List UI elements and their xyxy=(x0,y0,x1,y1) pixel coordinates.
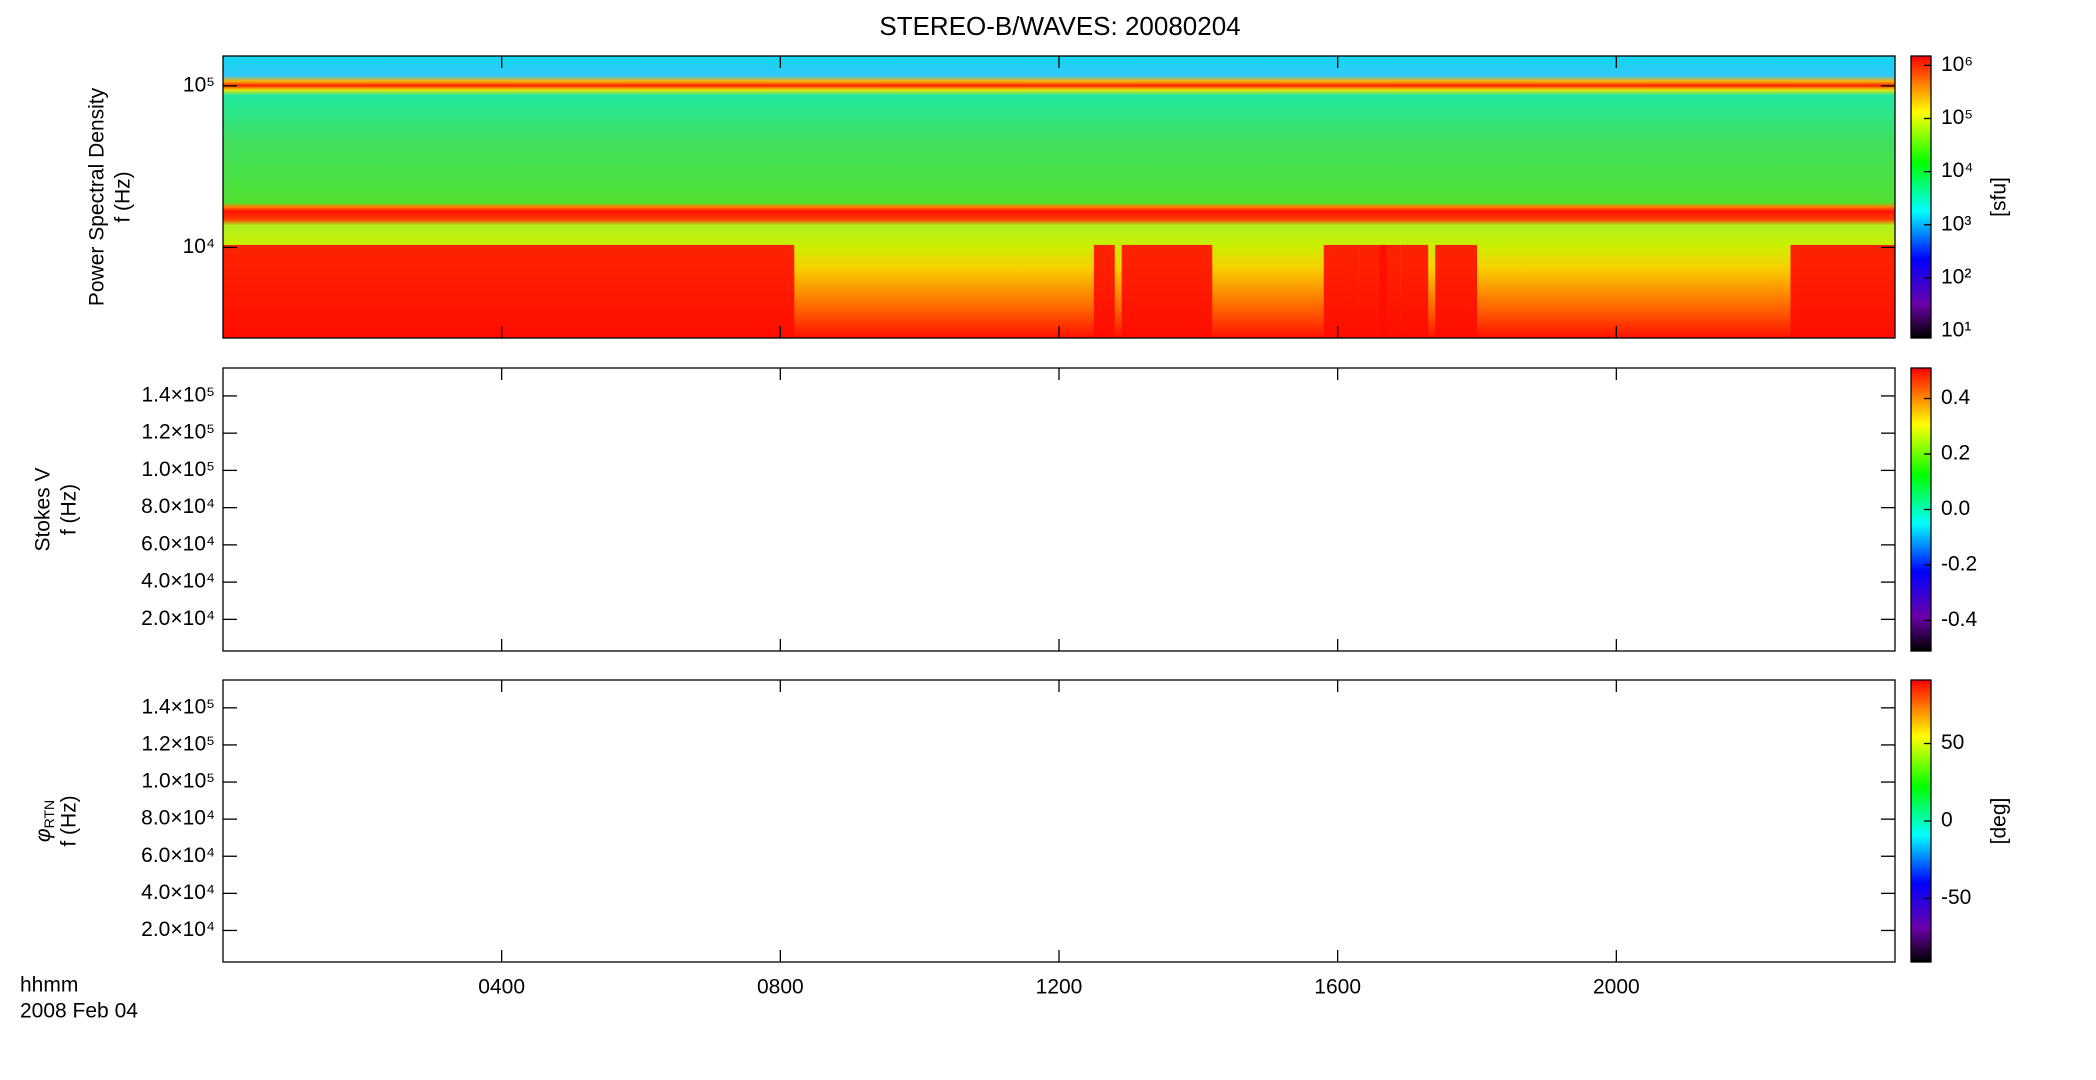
y-tick-label: 2.0×10⁴ xyxy=(141,607,215,630)
x-tick-label: 2000 xyxy=(1593,976,1640,999)
colorbar-tick-label: 0.2 xyxy=(1941,442,1970,465)
colorbar-tick-label: 0.0 xyxy=(1941,497,1970,520)
y-axis-unit: f (Hz) xyxy=(58,484,81,535)
plot-frame xyxy=(222,367,1896,652)
colorbar-tick-label: 50 xyxy=(1941,731,1964,754)
spectrogram-patch xyxy=(1093,244,1115,338)
spectrogram-patch xyxy=(1435,244,1477,338)
colorbar-label: [deg] xyxy=(1988,798,2011,845)
x-tick-label: 0400 xyxy=(478,976,525,999)
spectrogram-patch xyxy=(1400,244,1429,338)
y-axis-label: φRTN xyxy=(32,800,57,842)
y-tick-label: 1.2×10⁵ xyxy=(141,421,215,444)
y-axis-label-symbol: φ xyxy=(32,828,55,842)
figure-title: STEREO-B/WAVES: 20080204 xyxy=(879,11,1240,41)
y-tick-label: 10⁵ xyxy=(183,73,215,96)
spectrogram-patch xyxy=(1358,244,1401,338)
colorbar-tick-label: 10⁴ xyxy=(1941,159,1973,182)
y-tick-label: 1.0×10⁵ xyxy=(141,770,215,793)
x-tick-label: 0800 xyxy=(757,976,804,999)
spectrogram-patch xyxy=(1790,244,1895,338)
y-tick-label: 1.4×10⁵ xyxy=(141,383,215,406)
x-axis-date: 2008 Feb 04 xyxy=(20,1000,138,1023)
spectrogram-patch xyxy=(223,244,795,338)
colorbar xyxy=(1910,55,1932,339)
colorbar-tick-label: 10⁵ xyxy=(1941,106,1973,129)
y-tick-label: 6.0×10⁴ xyxy=(141,532,215,555)
y-axis-unit: f (Hz) xyxy=(112,171,135,222)
y-tick-label: 8.0×10⁴ xyxy=(141,495,215,518)
colorbar-tick-label: -0.2 xyxy=(1941,553,1977,576)
spectrogram-patch xyxy=(1121,244,1213,338)
x-axis-label: hhmm xyxy=(20,974,78,997)
colorbar-label: [sfu] xyxy=(1988,177,2011,217)
colorbar-tick-label: 10⁶ xyxy=(1941,53,1973,76)
y-tick-label: 6.0×10⁴ xyxy=(141,844,215,867)
y-axis-unit: f (Hz) xyxy=(58,795,81,846)
y-tick-label: 8.0×10⁴ xyxy=(141,807,215,830)
colorbar-tick-label: 10³ xyxy=(1941,212,1971,235)
y-axis-label-subscript: RTN xyxy=(41,800,57,829)
x-tick-label: 1600 xyxy=(1314,976,1361,999)
colorbar-tick-label: 10¹ xyxy=(1941,319,1971,342)
y-axis-label: Power Spectral Density xyxy=(86,87,109,306)
colorbar-tick-label: -50 xyxy=(1941,886,1971,909)
colorbar-tick-label: 10² xyxy=(1941,265,1971,288)
spectrogram-patch xyxy=(1323,244,1359,338)
y-tick-label: 4.0×10⁴ xyxy=(141,570,215,593)
y-tick-label: 1.2×10⁵ xyxy=(141,732,215,755)
colorbar-tick-label: 0.4 xyxy=(1941,386,1971,409)
y-tick-label: 10⁴ xyxy=(183,235,215,258)
y-tick-label: 4.0×10⁴ xyxy=(141,881,215,904)
colorbar-tick-label: 0 xyxy=(1941,809,1953,832)
y-tick-label: 2.0×10⁴ xyxy=(141,918,215,941)
y-tick-label: 1.0×10⁵ xyxy=(141,458,215,481)
y-tick-label: 1.4×10⁵ xyxy=(141,695,215,718)
colorbar-tick-label: -0.4 xyxy=(1941,608,1978,631)
plot-frame xyxy=(222,679,1896,963)
y-axis-label: Stokes V xyxy=(32,467,55,551)
x-tick-label: 1200 xyxy=(1036,976,1083,999)
